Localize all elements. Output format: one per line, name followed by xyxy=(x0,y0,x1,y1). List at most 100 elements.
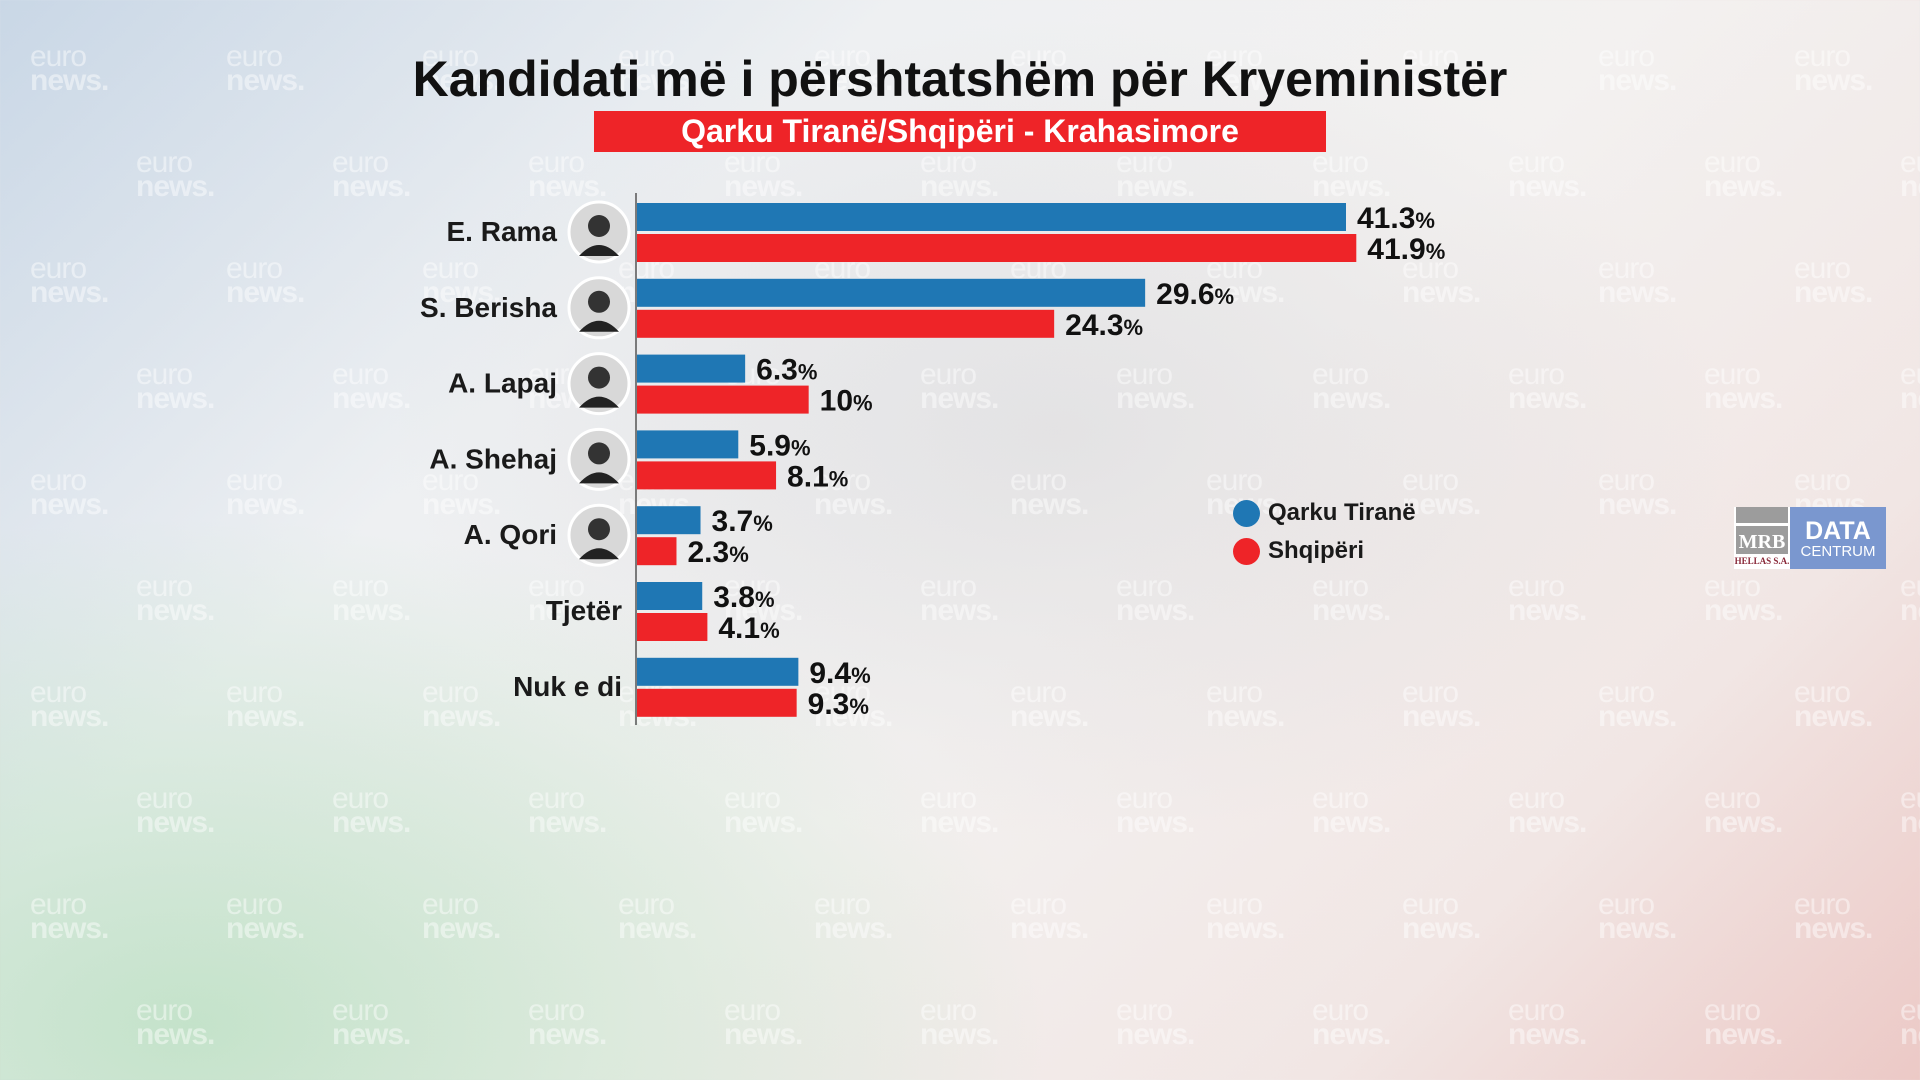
legend-swatch xyxy=(1233,499,1260,527)
bar-qarku-tirane xyxy=(637,582,703,610)
legend-swatch xyxy=(1233,537,1260,565)
data-label: 3.7% xyxy=(712,505,773,538)
data-label: 41.9% xyxy=(1367,233,1445,266)
unit: % xyxy=(1426,239,1446,264)
candidate-photo xyxy=(567,200,631,264)
category-group: E. Rama 41.3%41.9% xyxy=(447,200,1445,266)
legend-label: Qarku Tiranë xyxy=(1268,499,1416,526)
data-label: 2.3% xyxy=(687,536,748,569)
bar-shqiperi xyxy=(637,537,677,566)
data-label: 6.3% xyxy=(756,354,817,387)
bar-qarku-tirane xyxy=(637,430,739,459)
data-label: 9.4% xyxy=(809,657,870,690)
unit: % xyxy=(851,663,871,688)
unit: % xyxy=(853,391,873,416)
data-label: 5.9% xyxy=(749,429,810,462)
category-group: A. Qori 3.7%2.3% xyxy=(464,503,773,569)
category-group: A. Lapaj 6.3%10% xyxy=(448,352,873,418)
unit: % xyxy=(755,587,775,612)
category-label: A. Lapaj xyxy=(448,368,557,399)
category-group: Tjetër 3.8%4.1% xyxy=(546,581,780,645)
legend-label: Shqipëri xyxy=(1268,537,1365,564)
unit: % xyxy=(753,511,773,536)
category-group: Nuk e di 9.4%9.3% xyxy=(513,657,871,721)
category-label: Nuk e di xyxy=(513,671,622,702)
bar-shqiperi xyxy=(637,613,708,641)
category-group: A. Shehaj 5.9%8.1% xyxy=(429,427,849,493)
data-label: 9.3% xyxy=(808,688,869,721)
bar-shqiperi xyxy=(637,309,1055,338)
candidate-photo xyxy=(567,276,631,340)
data-label: 29.6% xyxy=(1156,278,1234,311)
mrb-data-centrum-logo: MRB HELLAS S.A. DATA CENTRUM xyxy=(1734,507,1886,569)
bar-qarku-tirane xyxy=(637,354,746,383)
category-group: S. Berisha 29.6% 24.3% xyxy=(420,276,1234,342)
category-label: A. Qori xyxy=(464,519,557,550)
unit: % xyxy=(729,542,749,567)
unit: % xyxy=(791,435,811,460)
unit: % xyxy=(1415,208,1435,233)
candidate-photo xyxy=(567,352,631,416)
unit: % xyxy=(798,360,818,385)
candidate-photo xyxy=(567,427,631,491)
category-label: S. Berisha xyxy=(420,292,557,323)
legend-item-qarku-tirane: Qarku Tiranë xyxy=(1233,499,1416,527)
unit: % xyxy=(829,466,849,491)
